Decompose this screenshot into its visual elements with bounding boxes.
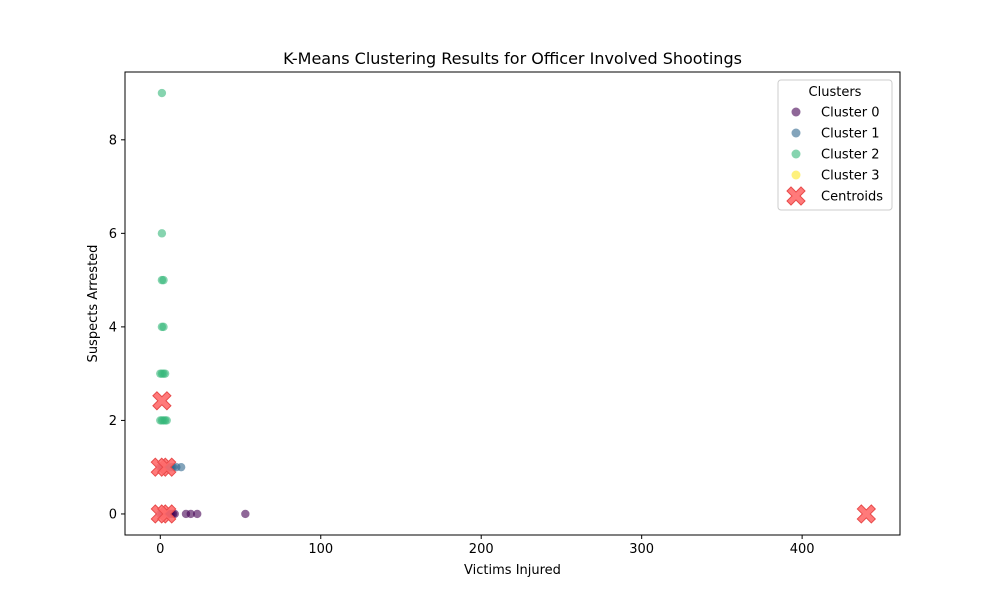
y-tick-label: 4 — [109, 320, 117, 335]
cluster-2-point — [159, 322, 168, 332]
cluster-1-point — [176, 462, 186, 472]
legend-marker — [791, 107, 801, 117]
x-axis-label: Victims Injured — [464, 563, 561, 578]
centroid-marker — [157, 504, 177, 524]
legend-marker — [791, 128, 801, 138]
legend-entries: Cluster 0 Cluster 1 Cluster 2 Cluster 3 Cent… — [786, 106, 883, 206]
y-axis-ticks: 0 2 4 6 8 — [109, 133, 125, 522]
plot-frame — [124, 71, 901, 536]
y-tick-label: 6 — [109, 227, 117, 242]
cluster-0-point — [241, 509, 250, 519]
legend-marker — [791, 170, 801, 180]
cluster-2-point — [157, 229, 167, 238]
centroid-marker — [157, 457, 177, 477]
legend-label: Cluster 0 — [821, 106, 880, 121]
legend-label: Cluster 2 — [821, 148, 880, 163]
centroid-marker — [152, 391, 172, 411]
y-tick-label: 0 — [109, 507, 117, 522]
cluster-2-point — [162, 416, 171, 425]
x-axis-ticks: 0 100 200 300 400 — [156, 535, 815, 557]
legend-label: Cluster 3 — [821, 169, 880, 184]
legend-box — [777, 79, 893, 211]
y-tick-label: 8 — [109, 133, 117, 148]
legend-marker — [786, 186, 806, 206]
y-axis-label: Suspects Arrested — [86, 245, 101, 363]
centroids-layer — [150, 391, 877, 524]
cluster-2-point — [157, 88, 167, 98]
legend-label: Cluster 1 — [821, 127, 880, 142]
x-tick-label: 300 — [629, 542, 654, 557]
x-tick-label: 0 — [156, 542, 164, 557]
cluster-2-point — [159, 275, 168, 285]
x-tick-label: 400 — [790, 542, 815, 557]
cluster-0-point — [193, 509, 202, 519]
legend-label: Centroids — [821, 190, 883, 205]
cluster-0-point — [186, 509, 195, 519]
legend-title: Clusters — [809, 85, 862, 100]
chart-title: K-Means Clustering Results for Officer I… — [283, 49, 742, 68]
x-tick-label: 200 — [469, 542, 494, 557]
x-tick-label: 100 — [308, 542, 333, 557]
centroid-marker — [856, 504, 877, 524]
legend-marker — [791, 149, 801, 159]
y-tick-label: 2 — [109, 414, 117, 429]
cluster-2-point — [160, 369, 170, 378]
